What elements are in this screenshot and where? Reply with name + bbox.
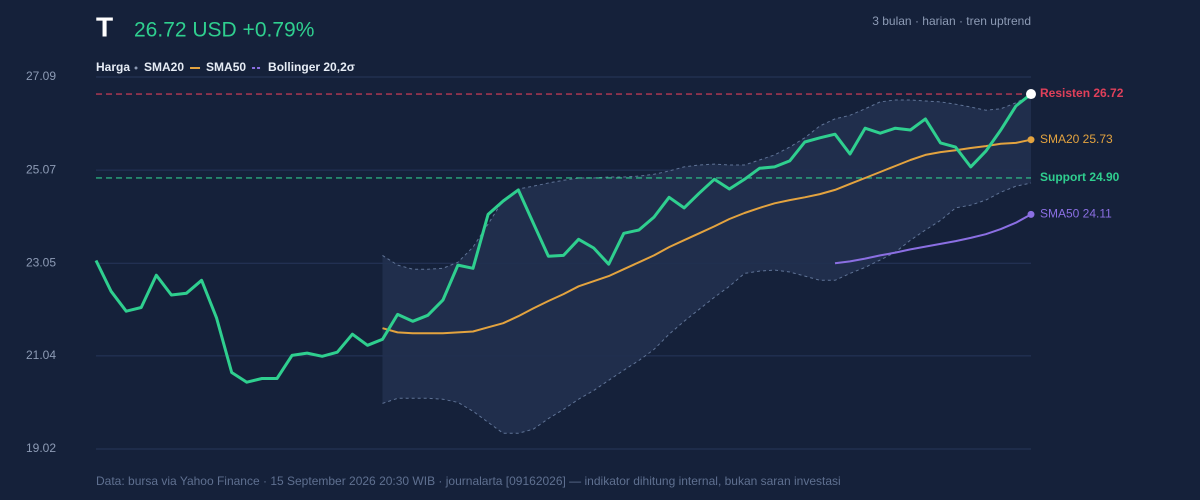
end-label: SMA20 25.73 — [1040, 132, 1113, 146]
period-note: 3 bulan · harian · tren uptrend — [872, 14, 1031, 28]
series-line — [834, 213, 1032, 265]
y-tick-label: 19.02 — [26, 441, 56, 455]
price-change: 26.72 USD +0.79% — [134, 19, 314, 42]
y-tick-label: 21.04 — [26, 348, 56, 362]
source: Data: bursa via Yahoo Finance · 15 Septe… — [96, 474, 841, 488]
series-line — [94, 92, 1032, 384]
legend-label: SMA50 — [206, 60, 246, 74]
level-label: Resisten 26.72 — [1040, 86, 1124, 100]
y-tick-label: 27.09 — [26, 69, 56, 83]
end-label: SMA50 24.11 — [1040, 207, 1112, 221]
level-label: Support 24.90 — [1040, 170, 1120, 184]
y-tick-label: 23.05 — [26, 255, 56, 269]
y-tick-label: 25.07 — [26, 162, 56, 176]
end-dot — [1026, 89, 1036, 100]
band-upper — [382, 94, 1032, 270]
band-fill — [382, 95, 1031, 434]
legend: Harga SMA20 SMA50 Bollinger 20,2σ — [96, 60, 355, 74]
legend-label: Harga — [96, 60, 130, 74]
ticker: T — [96, 11, 113, 42]
end-dot — [1027, 210, 1035, 218]
end-dot — [1027, 136, 1035, 144]
legend-sep — [134, 66, 138, 70]
legend-label: SMA20 — [144, 60, 184, 74]
legend-label: Bollinger 20,2σ — [268, 60, 355, 74]
band-lower — [382, 182, 1032, 434]
series-line — [382, 138, 1032, 335]
